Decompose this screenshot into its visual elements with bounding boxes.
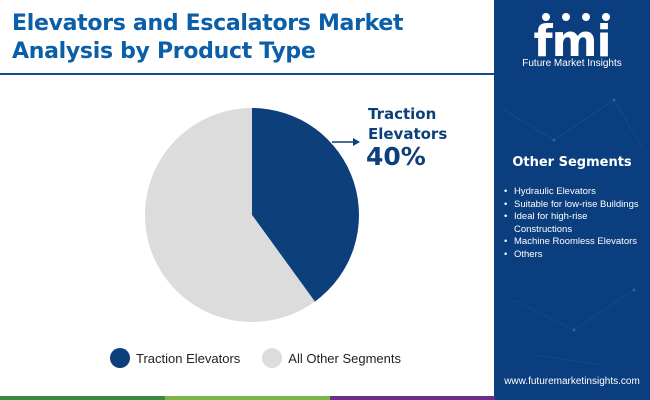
footer-color-bar xyxy=(0,396,650,400)
fmi-logo-icon: fmi xyxy=(533,13,612,67)
segment-item: Others xyxy=(504,249,648,262)
legend-item-other: All Other Segments xyxy=(262,348,401,368)
sidebar-panel: fmi Future Market Insights Other Segment… xyxy=(494,0,650,400)
segment-item: Suitable for low-rise Buildings xyxy=(504,199,648,212)
callout-label-line-1: Traction xyxy=(368,105,437,123)
segment-item: Machine Roomless Elevators xyxy=(504,236,648,249)
footer-bar-segment xyxy=(165,396,330,400)
chart-legend: Traction Elevators All Other Segments xyxy=(110,348,423,368)
segment-item: Hydraulic Elevators xyxy=(504,186,648,199)
segment-item: Ideal for high-rise Constructions xyxy=(504,211,648,236)
callout-arrow xyxy=(332,138,360,146)
legend-swatch-other xyxy=(262,348,283,368)
legend-swatch-traction xyxy=(110,348,130,368)
footer-bar-segment xyxy=(330,396,495,400)
svg-text:fmi: fmi xyxy=(533,16,610,67)
logo-subtitle: Future Market Insights xyxy=(522,58,622,69)
footer-bar-segment xyxy=(0,396,165,400)
pie-slice-traction-elevators xyxy=(252,108,359,302)
other-segments-list: Hydraulic Elevators Suitable for low-ris… xyxy=(504,186,648,261)
pie-slice-all-other-segments xyxy=(144,108,315,322)
callout-arrowhead xyxy=(353,138,360,146)
page-title: Elevators and Escalators Market Analysis… xyxy=(12,11,404,64)
title-divider xyxy=(0,73,494,75)
legend-item-traction: Traction Elevators xyxy=(110,348,240,368)
footer-bar-segment xyxy=(495,396,650,400)
pie-chart xyxy=(144,108,360,322)
legend-label-other: All Other Segments xyxy=(288,350,401,366)
callout-label-line-2: Elevators xyxy=(368,125,448,143)
sidebar-network-pattern xyxy=(503,98,645,366)
callout-value: 40% xyxy=(366,142,426,171)
website-url: www.futuremarketinsights.com xyxy=(504,376,640,387)
legend-label-traction: Traction Elevators xyxy=(136,350,241,366)
other-segments-title: Other Segments xyxy=(512,155,632,170)
callout-label: Traction Elevators xyxy=(368,104,447,144)
